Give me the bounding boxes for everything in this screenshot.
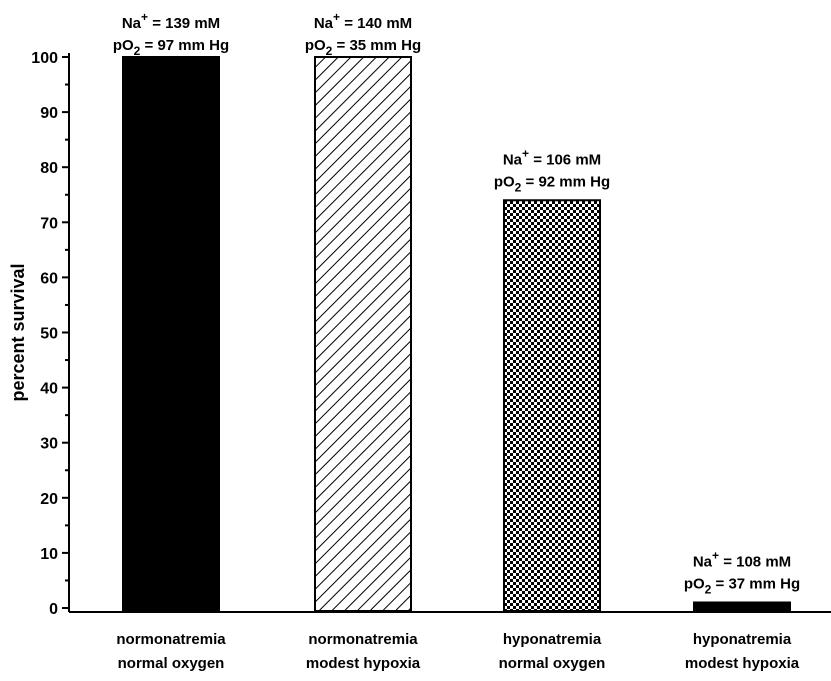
- bar-3: [503, 199, 601, 612]
- y-tick-label: 60: [40, 270, 58, 287]
- y-tick-label: 50: [40, 326, 58, 343]
- y-tick-label: 80: [40, 160, 58, 177]
- po2-annotation: pO2 = 35 mm Hg: [305, 37, 421, 58]
- sodium-annotation: Na+ = 108 mM: [693, 548, 791, 570]
- category-label: modest hypoxia: [685, 655, 800, 672]
- sodium-annotation: Na+ = 139 mM: [122, 10, 220, 32]
- y-tick-label: 40: [40, 381, 58, 398]
- y-tick-label: 100: [31, 50, 58, 67]
- y-tick-label: 70: [40, 215, 58, 232]
- po2-annotation: pO2 = 97 mm Hg: [113, 37, 229, 58]
- sodium-annotation: Na+ = 106 mM: [503, 146, 601, 168]
- y-tick-label: 0: [49, 601, 58, 618]
- category-label: modest hypoxia: [306, 655, 421, 672]
- y-tick-label: 90: [40, 105, 58, 122]
- po2-annotation: pO2 = 92 mm Hg: [494, 173, 610, 194]
- po2-annotation: pO2 = 37 mm Hg: [684, 575, 800, 596]
- y-tick-label: 10: [40, 546, 58, 563]
- category-label: normal oxygen: [499, 655, 606, 672]
- category-label: hyponatremia: [693, 631, 792, 648]
- category-label: hyponatremia: [503, 631, 602, 648]
- category-label: normonatremia: [308, 631, 418, 648]
- bar-4: [693, 601, 791, 612]
- sodium-annotation: Na+ = 140 mM: [314, 10, 412, 32]
- category-label: normal oxygen: [118, 655, 225, 672]
- bar-1: [122, 56, 220, 612]
- y-axis-label: percent survival: [8, 263, 28, 401]
- y-tick-label: 20: [40, 491, 58, 508]
- category-label: normonatremia: [116, 631, 226, 648]
- y-tick-label: 30: [40, 436, 58, 453]
- bar-2: [314, 56, 412, 612]
